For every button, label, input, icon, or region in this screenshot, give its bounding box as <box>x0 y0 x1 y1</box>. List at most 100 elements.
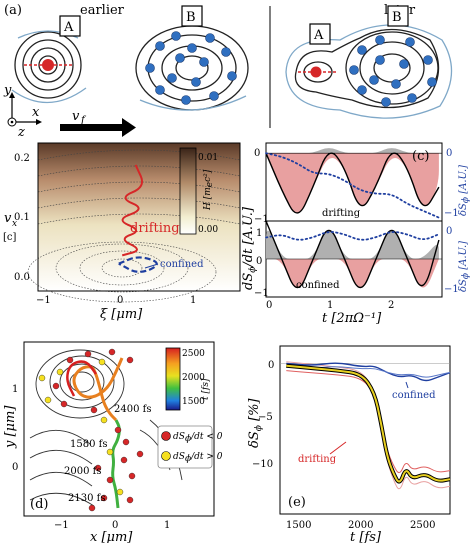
panel-b-frame <box>37 142 241 292</box>
box-a-later-text: A <box>313 28 324 43</box>
b-xtick-1: 0 <box>117 295 123 306</box>
c-ylabel: dS <box>241 273 256 290</box>
ion-sample-dot <box>126 496 134 504</box>
e-ylabel-sub: ϕ <box>254 425 264 431</box>
legend-neg-text: dS <box>173 432 185 442</box>
vf-sub: f <box>80 115 87 126</box>
panel-d-streamlines <box>29 349 183 507</box>
c-ylabel-sub: ϕ <box>248 267 258 273</box>
c-rlabel-top: δS <box>458 203 469 216</box>
d-xlabel: x [μm] <box>90 530 133 543</box>
e-ylabel: δS <box>247 431 262 448</box>
drifting-negative-fill <box>266 153 439 213</box>
legend-pos-sub: ϕ <box>185 454 191 464</box>
axis-z-label: z <box>17 125 25 140</box>
panel-e: (e) confined drifting 0 −5 −10 1500 2000… <box>247 345 451 543</box>
svg-text:δSϕ [A.U.]: δSϕ [A.U.] <box>458 165 471 216</box>
drifting-label-b: drifting <box>130 221 180 236</box>
confined-arrow-e <box>405 381 409 389</box>
c-rlabel-top-sub: ϕ <box>461 197 471 203</box>
e-xtick-2: 2500 <box>410 520 435 531</box>
drifting-trajectory <box>121 164 144 257</box>
e-ytick-2: −10 <box>252 459 273 470</box>
orbit-trajectory-1 <box>72 357 124 422</box>
b-xtick-0: −1 <box>36 295 51 306</box>
confined-line <box>286 362 451 382</box>
box-a <box>59 15 81 37</box>
panel-a-label: (a) <box>4 3 22 18</box>
e-ytick-0: 0 <box>268 360 274 371</box>
c-rlabel-bot-tail: [A.U.] <box>458 241 469 273</box>
e-ytick-1: −5 <box>258 412 273 423</box>
b-ytick-0: 0.2 <box>14 153 30 164</box>
axis-x-label: x <box>32 105 40 120</box>
cbar-b-label: H [m <box>203 187 213 211</box>
c-rlabel-top-tail: [A.U.] <box>458 165 469 197</box>
box-b <box>181 5 203 27</box>
orbit-trajectory-0 <box>111 419 121 509</box>
svg-text:dSϕ/dt [A.U.]: dSϕ/dt [A.U.] <box>241 206 258 290</box>
c-ltick-bot-0: 1 <box>256 228 262 239</box>
drifting-mean-line <box>286 364 451 483</box>
c-rlabel-bot-sub: ϕ <box>461 273 471 279</box>
c-top-text: drifting <box>322 208 361 219</box>
c-ltick-top-1: −1 <box>254 214 269 225</box>
hamiltonian-contours <box>27 149 241 303</box>
ion-sample-dot <box>38 374 46 382</box>
ion-sample-dot <box>100 416 108 424</box>
legend-pos-marker <box>161 451 171 461</box>
electron-marker <box>42 59 54 71</box>
c-rtick-top-0: 0 <box>446 148 452 159</box>
cbar-d-tick-2: 1500 <box>182 397 205 407</box>
d-xtick-2: 1 <box>164 520 170 531</box>
svg-text:dSϕ/dt < 0: dSϕ/dt < 0 <box>173 432 223 444</box>
panel-e-frame <box>279 345 451 515</box>
confined-arrow-b <box>144 263 159 269</box>
hamiltonian-background <box>38 143 240 291</box>
drifting-label-e: drifting <box>298 454 337 465</box>
b-xtick-2: 1 <box>190 295 196 306</box>
ion-sample-dot <box>44 396 52 404</box>
ion-sample-dot <box>108 348 116 356</box>
c-ltick-bot-1: 0 <box>256 256 262 267</box>
legend-neg-sub: ϕ <box>185 434 191 444</box>
ion-sample-dot <box>116 488 124 496</box>
panel-b-label: (b) <box>6 149 24 164</box>
drifting-arrow-e <box>329 441 347 455</box>
ion-sample-dot <box>94 464 102 472</box>
ion-sample-dot <box>136 450 144 458</box>
cbar-d-tick-0: 2500 <box>182 349 205 359</box>
cbar-d-label: t [fs] <box>201 378 211 400</box>
panel-a: (a) earlier later A <box>3 3 453 140</box>
b-ytick-1: 0.1 <box>14 212 30 223</box>
orbit-trajectory-late <box>66 360 98 397</box>
panel-d-colorbar <box>165 347 181 411</box>
ion-sample-dot <box>106 476 114 484</box>
axis-y-label: y <box>3 83 12 98</box>
cbar-b-label-tail: c²] <box>203 169 213 182</box>
panel-b-colorbar <box>179 147 197 235</box>
panel-d-plot <box>38 348 144 512</box>
c-rlabel-bot-group: δSϕ [A.U.] <box>458 241 471 292</box>
ion-sample-dot <box>66 356 74 364</box>
svg-text:δSϕ [A.U.]: δSϕ [A.U.] <box>458 241 471 292</box>
confined-label-e: confined <box>392 390 436 401</box>
earlier-label: earlier <box>80 3 125 18</box>
c-rtick-bot-0: 0 <box>446 226 452 237</box>
confined-negative-fill <box>266 259 439 288</box>
c-rlabel-top-group: δSϕ [A.U.] <box>458 165 471 216</box>
c-rlabel-bot: δS <box>458 279 469 292</box>
d-ytick-0: 1 <box>12 384 18 395</box>
time-label-2400: 2400 fs <box>114 404 151 415</box>
time-label-2000: 2000 fs <box>64 466 101 477</box>
cbar-d-tick-1: 2000 <box>182 373 205 383</box>
ion-sample-dot <box>122 438 130 446</box>
structure-later <box>285 24 453 119</box>
b-xlabel: ξ [μm] <box>100 307 143 322</box>
velocity-arrow: v f <box>60 109 136 137</box>
box-a-text: A <box>63 20 74 35</box>
ion-sample-dot <box>52 382 60 390</box>
ion-sample-dot <box>98 358 106 366</box>
panel-b-plot <box>118 164 158 273</box>
legend-pos-tail: /dt > 0 <box>190 452 223 462</box>
